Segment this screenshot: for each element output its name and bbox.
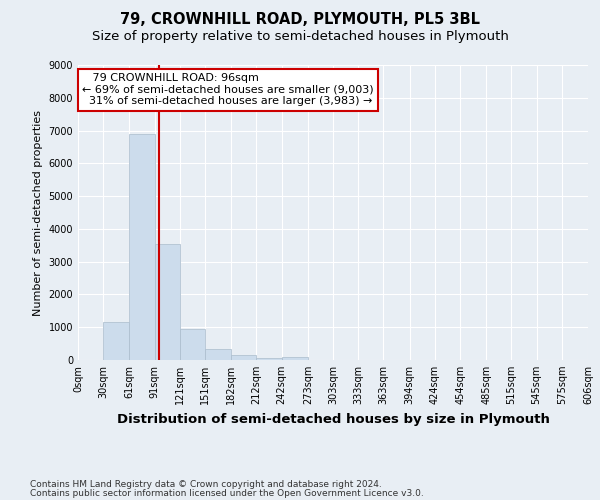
Text: Size of property relative to semi-detached houses in Plymouth: Size of property relative to semi-detach… bbox=[92, 30, 508, 43]
Text: Contains HM Land Registry data © Crown copyright and database right 2024.: Contains HM Land Registry data © Crown c… bbox=[30, 480, 382, 489]
Text: 79, CROWNHILL ROAD, PLYMOUTH, PL5 3BL: 79, CROWNHILL ROAD, PLYMOUTH, PL5 3BL bbox=[120, 12, 480, 28]
Bar bbox=[130, 134, 155, 360]
Text: 79 CROWNHILL ROAD: 96sqm
← 69% of semi-detached houses are smaller (9,003)
  31%: 79 CROWNHILL ROAD: 96sqm ← 69% of semi-d… bbox=[82, 73, 374, 106]
Y-axis label: Number of semi-detached properties: Number of semi-detached properties bbox=[33, 110, 43, 316]
Bar bbox=[103, 322, 130, 360]
X-axis label: Distribution of semi-detached houses by size in Plymouth: Distribution of semi-detached houses by … bbox=[116, 412, 550, 426]
Bar bbox=[205, 349, 231, 360]
Bar bbox=[256, 358, 281, 360]
Bar bbox=[155, 244, 180, 360]
Bar bbox=[281, 356, 308, 360]
Bar bbox=[180, 329, 205, 360]
Text: Contains public sector information licensed under the Open Government Licence v3: Contains public sector information licen… bbox=[30, 489, 424, 498]
Bar bbox=[231, 355, 256, 360]
